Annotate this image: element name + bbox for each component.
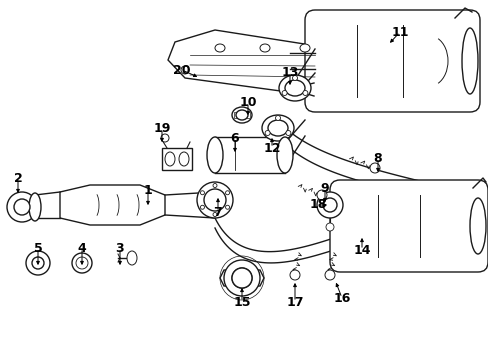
Ellipse shape <box>299 44 309 52</box>
Ellipse shape <box>179 152 189 166</box>
Polygon shape <box>60 185 164 225</box>
Text: 17: 17 <box>285 296 303 309</box>
Text: 10: 10 <box>239 95 256 108</box>
Ellipse shape <box>32 257 44 269</box>
Ellipse shape <box>316 190 326 200</box>
Text: 14: 14 <box>352 243 370 256</box>
Ellipse shape <box>323 198 336 212</box>
Ellipse shape <box>276 137 292 173</box>
Text: 7: 7 <box>213 206 222 219</box>
Ellipse shape <box>77 258 87 268</box>
Text: 4: 4 <box>78 242 86 255</box>
Ellipse shape <box>316 192 342 218</box>
Ellipse shape <box>197 182 232 218</box>
Ellipse shape <box>203 189 225 211</box>
FancyBboxPatch shape <box>305 10 479 112</box>
Ellipse shape <box>325 270 334 280</box>
Ellipse shape <box>285 130 290 135</box>
Ellipse shape <box>262 115 293 141</box>
Ellipse shape <box>260 44 269 52</box>
Ellipse shape <box>76 257 88 269</box>
Ellipse shape <box>206 137 223 173</box>
Ellipse shape <box>279 75 310 101</box>
Text: 2: 2 <box>14 171 22 184</box>
Ellipse shape <box>14 199 30 215</box>
Text: 13: 13 <box>281 66 298 78</box>
Polygon shape <box>168 30 329 95</box>
Ellipse shape <box>127 251 137 265</box>
Ellipse shape <box>236 110 247 120</box>
FancyBboxPatch shape <box>329 180 487 272</box>
Ellipse shape <box>292 76 297 81</box>
Text: 6: 6 <box>230 131 239 144</box>
Polygon shape <box>220 270 264 286</box>
Ellipse shape <box>72 253 92 273</box>
Text: 15: 15 <box>233 296 250 309</box>
Ellipse shape <box>213 184 217 188</box>
Ellipse shape <box>224 260 260 296</box>
Ellipse shape <box>289 270 299 280</box>
Ellipse shape <box>164 152 175 166</box>
Ellipse shape <box>325 223 333 231</box>
Ellipse shape <box>285 80 305 96</box>
Ellipse shape <box>220 256 264 300</box>
Ellipse shape <box>231 268 251 288</box>
Text: 12: 12 <box>263 141 280 154</box>
Bar <box>234 112 249 118</box>
Ellipse shape <box>215 44 224 52</box>
Ellipse shape <box>469 198 485 254</box>
Ellipse shape <box>302 90 307 95</box>
Ellipse shape <box>7 192 37 222</box>
Ellipse shape <box>26 251 50 275</box>
Text: 5: 5 <box>34 242 42 255</box>
Ellipse shape <box>224 260 260 296</box>
Text: 20: 20 <box>173 63 190 77</box>
Ellipse shape <box>267 120 287 136</box>
Ellipse shape <box>231 268 251 288</box>
Text: 1: 1 <box>143 184 152 197</box>
Ellipse shape <box>231 107 251 123</box>
Bar <box>162 148 192 170</box>
Ellipse shape <box>200 191 204 195</box>
Ellipse shape <box>461 28 477 94</box>
Text: 8: 8 <box>373 152 382 165</box>
Ellipse shape <box>213 212 217 216</box>
Ellipse shape <box>282 90 286 95</box>
Ellipse shape <box>264 130 269 135</box>
Ellipse shape <box>200 205 204 209</box>
Ellipse shape <box>225 191 229 195</box>
Ellipse shape <box>275 116 280 121</box>
Text: 19: 19 <box>153 122 170 135</box>
Text: 3: 3 <box>116 242 124 255</box>
Text: 9: 9 <box>320 181 328 194</box>
Ellipse shape <box>181 66 189 74</box>
Ellipse shape <box>225 205 229 209</box>
Ellipse shape <box>161 134 169 142</box>
Ellipse shape <box>369 163 379 173</box>
Text: 16: 16 <box>333 292 350 305</box>
Text: 11: 11 <box>390 26 408 39</box>
Ellipse shape <box>29 193 41 221</box>
Text: 18: 18 <box>309 198 326 211</box>
